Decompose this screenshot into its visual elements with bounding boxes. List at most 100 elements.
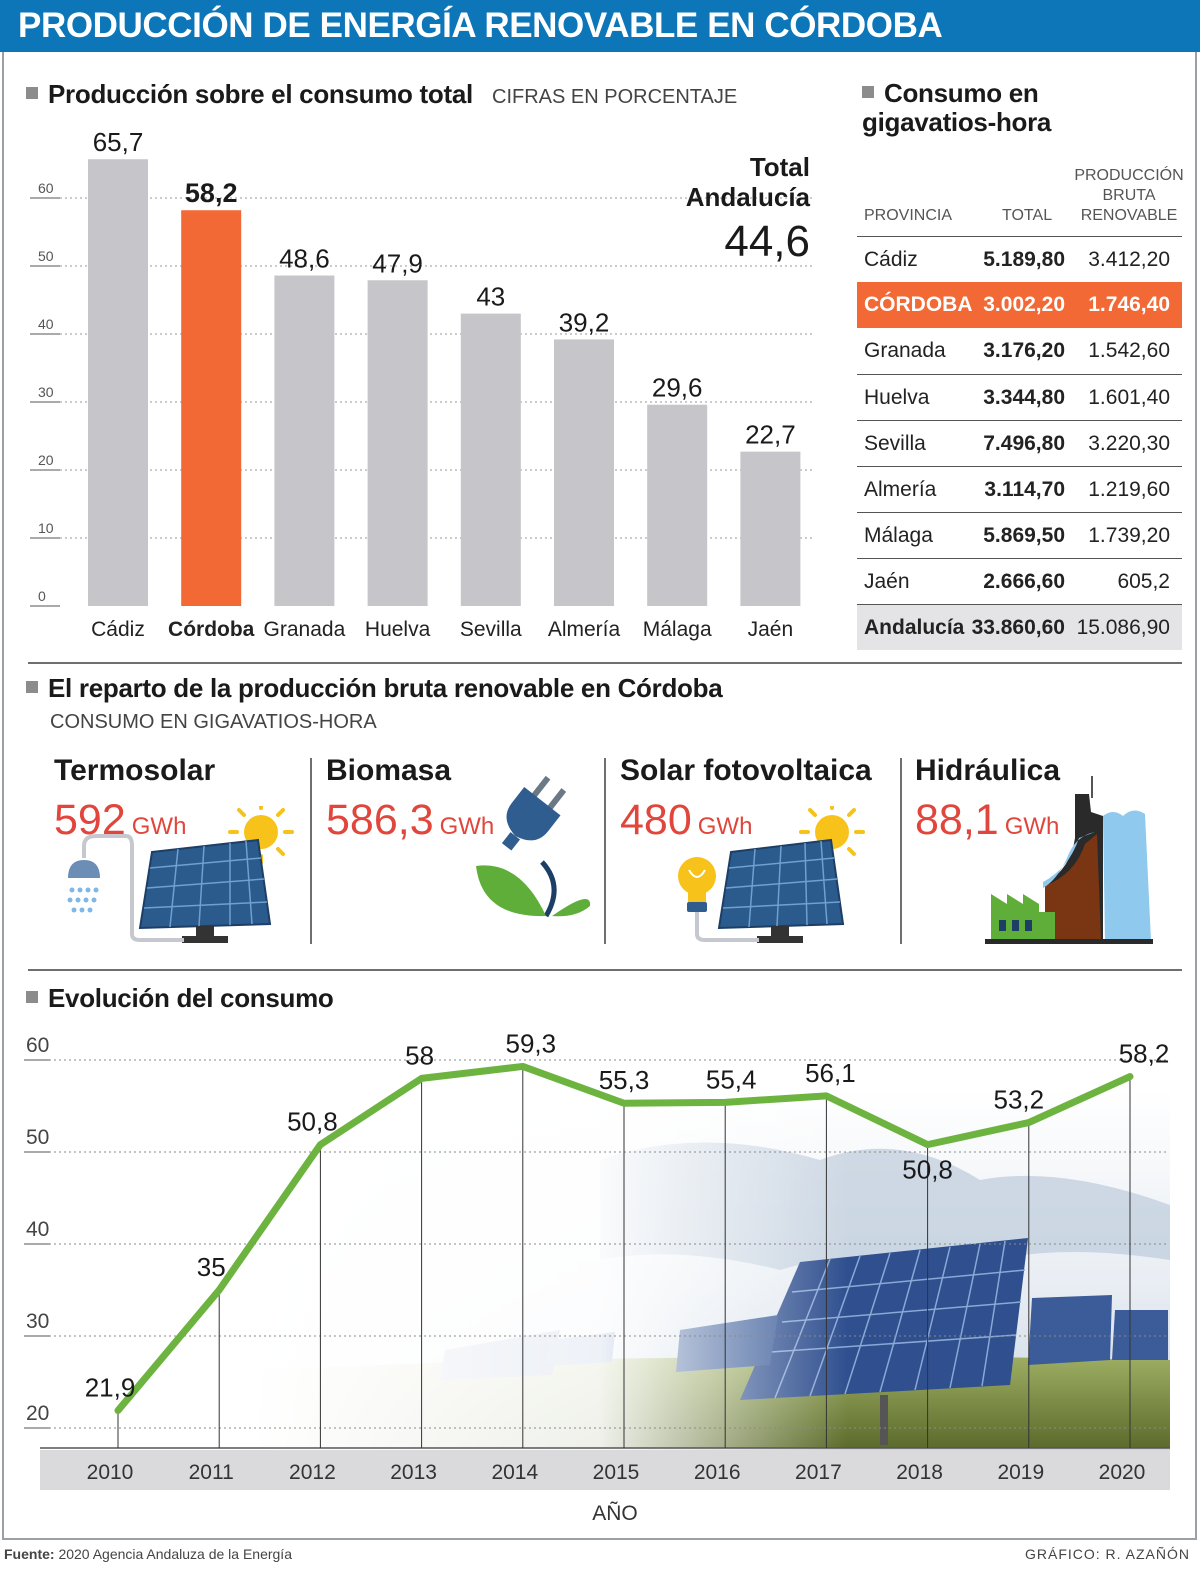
x-tick-label: Córdoba [168, 618, 255, 641]
data-point [825, 1094, 828, 1097]
x-tick-label: 2015 [593, 1461, 640, 1484]
x-tick-label: 2014 [491, 1461, 538, 1484]
bar-value-label: 39,2 [559, 307, 610, 337]
renewable-name: Solar fotovoltaica [620, 754, 872, 787]
renewable-value: 480 GWh [620, 796, 753, 844]
x-tick-label: Sevilla [460, 618, 522, 641]
column-divider [604, 758, 606, 944]
table-row: Cádiz 5.189,80 3.412,20 [857, 236, 1182, 282]
bar-value-label: 29,6 [652, 373, 703, 403]
y-tick-label: 50 [26, 1126, 49, 1149]
x-tick-label: Almería [548, 618, 621, 641]
point-value-label: 21,9 [85, 1373, 136, 1403]
bar-value-label: 65,7 [93, 127, 144, 157]
point-value-label: 35 [197, 1252, 226, 1282]
y-tick-label: 10 [38, 520, 54, 536]
data-point [1027, 1121, 1030, 1124]
bullet-square-icon [26, 87, 38, 99]
table-title: Consumo en gigavatios-hora [862, 78, 1052, 137]
bullet-square-icon [26, 681, 38, 693]
total-annotation-value: 44,6 [724, 217, 810, 266]
column-divider [900, 758, 902, 944]
footer-source: Fuente: 2020 Agencia Andaluza de la Ener… [4, 1546, 292, 1562]
y-tick-label: 60 [26, 1034, 49, 1057]
point-value-label: 55,3 [599, 1065, 650, 1095]
section-divider [28, 662, 1182, 664]
x-tick-label: 2012 [289, 1461, 336, 1484]
y-tick-label: 40 [38, 316, 54, 332]
data-point [1129, 1075, 1131, 1078]
x-tick-label: Jaén [748, 618, 794, 641]
data-point [319, 1143, 322, 1146]
bar [740, 451, 801, 606]
renewable-name: Biomasa [326, 754, 452, 787]
y-tick-label: 20 [38, 452, 54, 468]
renewables-subtitle: CONSUMO EN GIGAVATIOS-HORA [50, 711, 377, 733]
footer-credit: GRÁFICO: R. AZAÑÓN [1024, 1546, 1190, 1562]
renewable-value: 586,3 GWh [326, 796, 495, 844]
x-tick-label: 2011 [189, 1461, 234, 1484]
point-value-label: 59,3 [505, 1030, 556, 1058]
bar [647, 404, 708, 606]
data-point [521, 1065, 524, 1068]
y-tick-label: 30 [38, 384, 54, 400]
data-point [724, 1101, 727, 1104]
y-tick-label: 60 [38, 180, 54, 196]
table-header-province: PROVINCIA [864, 207, 953, 224]
column-divider [310, 758, 312, 944]
y-tick-label: 40 [26, 1218, 49, 1241]
renewable-value: 88,1 GWh [915, 796, 1060, 844]
solar-panel-shower-icon [67, 806, 294, 943]
data-point [623, 1102, 625, 1105]
renewable-name: Termosolar [54, 754, 216, 787]
data-point [926, 1143, 929, 1146]
point-value-label: 56,1 [805, 1058, 856, 1088]
bar [274, 275, 335, 606]
section-divider [28, 969, 1182, 971]
bar-chart: 0 10 20 30 40 50 60 65,7 Cádiz 58,2 Córdoba 48,6 Gra… [30, 127, 812, 641]
point-value-label: 50,8 [902, 1155, 953, 1185]
y-tick-label: 50 [38, 248, 54, 264]
title-banner: PRODUCCIÓN DE ENERGÍA RENOVABLE EN CÓRDO… [0, 0, 1200, 52]
x-tick-label: 2017 [795, 1461, 842, 1484]
point-value-label: 53,2 [993, 1085, 1044, 1115]
dam-factory-icon [985, 776, 1153, 944]
bar-value-label: 58,2 [185, 178, 238, 208]
bar-value-label: 43 [476, 282, 505, 312]
bar-chart-title: Producción sobre el consumo total [26, 79, 473, 110]
bar-value-label: 47,9 [372, 248, 423, 278]
point-value-label: 58 [405, 1040, 434, 1070]
x-axis-band [40, 1450, 1170, 1490]
y-tick-label: 20 [26, 1402, 49, 1425]
point-value-label: 50,8 [287, 1107, 338, 1137]
x-tick-label: Cádiz [91, 618, 145, 641]
page-title: PRODUCCIÓN DE ENERGÍA RENOVABLE EN CÓRDO… [18, 6, 943, 45]
bar-value-label: 48,6 [279, 244, 330, 274]
x-axis-title: AÑO [592, 1501, 638, 1525]
line-chart-title: Evolución del consumo [26, 983, 334, 1014]
content-frame [2, 52, 1197, 1540]
total-annotation-label: Andalucía [686, 182, 811, 212]
table-row-total: Andalucía 33.860,60 15.086,90 [857, 604, 1182, 650]
solar-field-background [250, 1090, 1170, 1450]
plug-leaf-icon [476, 775, 591, 918]
table-row: Málaga 5.869,50 1.739,20 [857, 512, 1182, 558]
solar-panel-bulb-icon [678, 806, 865, 943]
table-row: Almería 3.114,70 1.219,60 [857, 466, 1182, 512]
data-point [117, 1409, 119, 1412]
table-row-highlighted: CÓRDOBA 3.002,20 1.746,40 [857, 282, 1182, 328]
table-row: Sevilla 7.496,80 3.220,30 [857, 420, 1182, 466]
x-tick-label: Huelva [365, 618, 431, 641]
x-tick-label: Granada [264, 618, 346, 641]
data-point [218, 1289, 221, 1291]
table-header-total: TOTAL [1002, 207, 1053, 224]
x-tick-label: 2019 [997, 1461, 1044, 1484]
y-tick-label: 30 [26, 1310, 49, 1333]
bullet-square-icon [862, 86, 874, 98]
renewables-title: El reparto de la producción bruta renova… [26, 673, 723, 704]
table-row: Huelva 3.344,80 1.601,40 [857, 374, 1182, 420]
bar [367, 280, 428, 606]
point-value-label: 55,4 [706, 1064, 757, 1094]
table-row: Granada 3.176,20 1.542,60 [864, 339, 1170, 362]
bar [460, 313, 521, 606]
